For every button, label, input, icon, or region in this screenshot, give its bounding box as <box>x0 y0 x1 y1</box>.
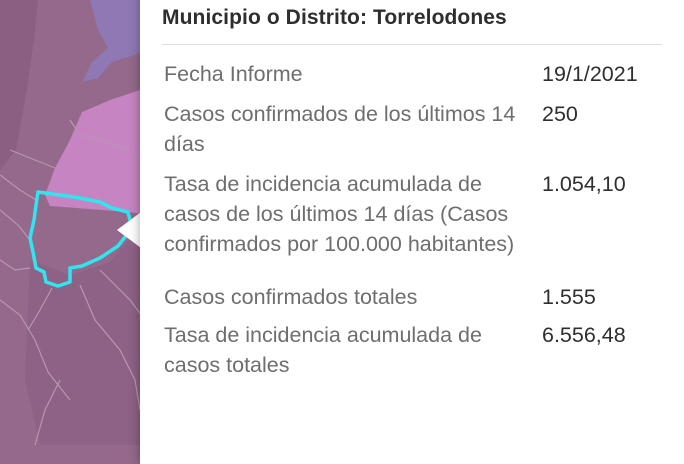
table-row: Casos confirmados de los últimos 14 días… <box>164 99 682 169</box>
table-row: Casos confirmados totales 1.555 <box>164 282 682 320</box>
row-label: Casos confirmados de los últimos 14 días <box>164 102 516 156</box>
popup-title: Municipio o Distrito: Torrelodones <box>162 6 507 29</box>
row-value: 19/1/2021 <box>542 62 638 86</box>
map-region-northeast[interactable] <box>38 0 160 216</box>
row-label: Tasa de incidencia acumulada de casos de… <box>164 172 515 256</box>
map-region-south[interactable] <box>25 225 160 445</box>
table-row: Fecha Informe 19/1/2021 <box>164 54 682 99</box>
table-row: Tasa de incidencia acumulada de casos to… <box>164 320 682 380</box>
map-boundaries <box>0 119 146 445</box>
info-table: Fecha Informe 19/1/2021 Casos confirmado… <box>164 54 682 380</box>
popup-pointer <box>117 212 141 248</box>
map-region-west[interactable] <box>0 0 38 170</box>
info-popup: Municipio o Distrito: Torrelodones Fecha… <box>140 0 684 464</box>
row-label: Fecha Informe <box>164 62 303 86</box>
row-value: 250 <box>542 102 578 126</box>
popup-divider <box>162 44 662 45</box>
row-value: 6.556,48 <box>542 323 626 347</box>
row-value: 1.054,10 <box>542 172 626 196</box>
table-row: Tasa de incidencia acumulada de casos de… <box>164 169 682 282</box>
row-label: Tasa de incidencia acumulada de casos to… <box>164 323 482 377</box>
row-label: Casos confirmados totales <box>164 285 418 309</box>
selected-municipality-outline[interactable] <box>28 190 134 288</box>
row-value: 1.555 <box>542 285 596 309</box>
